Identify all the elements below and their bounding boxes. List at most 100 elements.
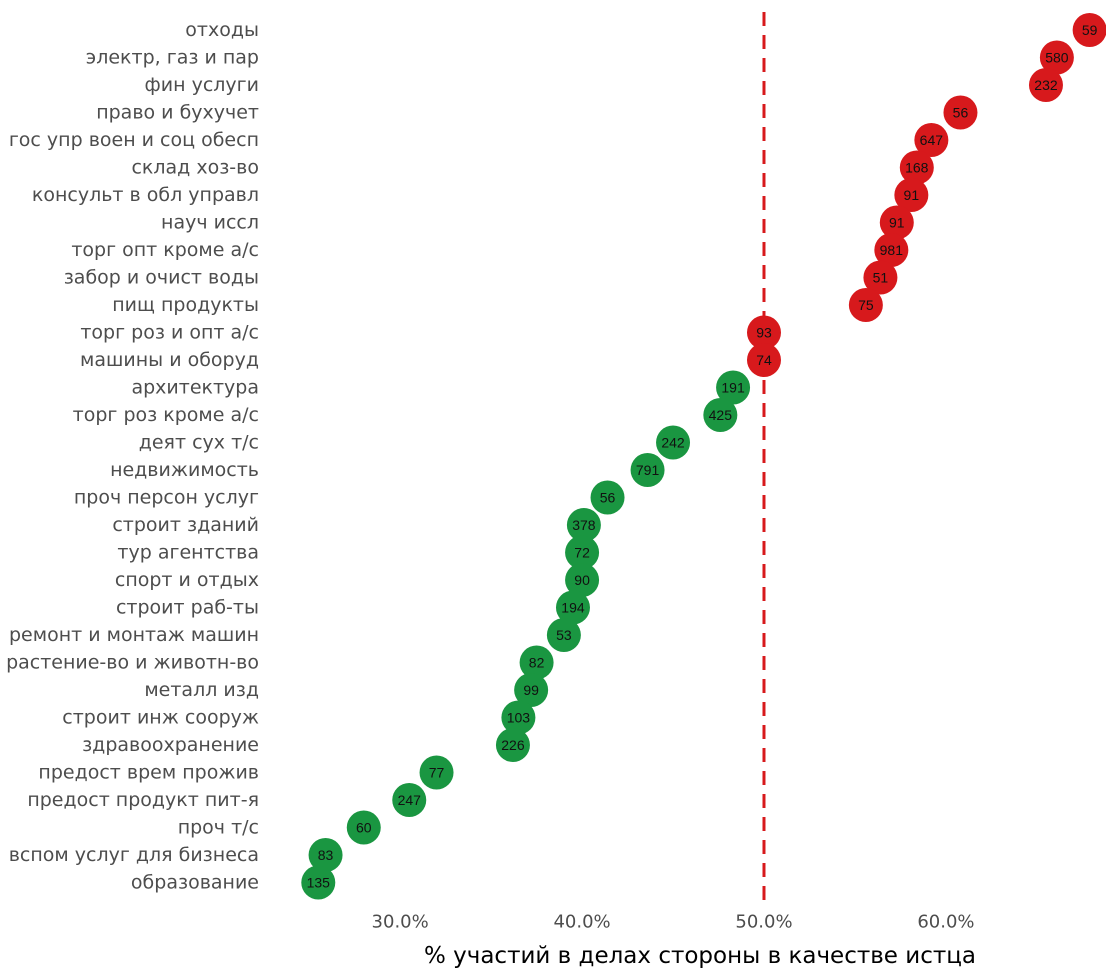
data-point xyxy=(555,590,590,625)
data-point xyxy=(746,315,781,350)
category-label: архитектура xyxy=(131,377,259,399)
data-point xyxy=(514,673,549,707)
category-label: спорт и отдых xyxy=(115,569,259,591)
data-point xyxy=(1072,13,1106,47)
data-point xyxy=(848,288,883,322)
data-point xyxy=(566,508,601,542)
category-label: пищ продукты xyxy=(112,294,259,316)
category-label: машины и оборуд xyxy=(80,349,259,371)
data-point-count-label: 60 xyxy=(356,820,372,836)
data-point xyxy=(590,480,625,515)
data-point-count-label: 59 xyxy=(1082,22,1098,38)
category-label: предост врем прожив xyxy=(38,762,259,784)
data-point-count-label: 90 xyxy=(574,572,590,588)
data-point xyxy=(495,728,530,762)
category-label: строит инж сооруж xyxy=(62,707,259,729)
x-tick-label: 60.0% xyxy=(917,912,974,933)
data-point-count-label: 425 xyxy=(709,407,733,423)
data-point xyxy=(874,233,909,267)
data-point-count-label: 91 xyxy=(889,215,905,231)
category-label: образование xyxy=(131,872,259,894)
category-label: забор и очист воды xyxy=(64,267,259,289)
data-point-count-label: 75 xyxy=(858,297,874,313)
data-point xyxy=(301,865,336,900)
x-tick-label: 30.0% xyxy=(372,912,429,933)
data-point-count-label: 56 xyxy=(600,490,616,506)
x-axis-ticks: 30.0% 40.0% 50.0% 60.0% xyxy=(372,912,975,933)
data-point-count-label: 135 xyxy=(307,875,331,891)
category-label: тур агентства xyxy=(117,542,259,564)
category-label: строит зданий xyxy=(112,514,259,536)
category-label: предост продукт пит-я xyxy=(27,789,259,811)
data-point xyxy=(519,645,554,680)
category-label: растение-во и животн-во xyxy=(6,652,259,674)
data-point-count-label: 580 xyxy=(1045,50,1069,66)
category-label: здравоохранение xyxy=(82,734,259,756)
data-point-count-label: 53 xyxy=(556,627,572,643)
category-label: отходы xyxy=(185,19,259,41)
data-point-count-label: 226 xyxy=(501,737,525,753)
category-label: деят сух т/с xyxy=(139,432,259,454)
data-point xyxy=(630,453,665,487)
data-point-count-label: 82 xyxy=(529,655,545,671)
data-point xyxy=(565,535,600,570)
data-point-count-label: 247 xyxy=(398,792,422,808)
data-point-count-label: 791 xyxy=(636,462,660,478)
data-point xyxy=(746,343,781,377)
category-label: строит раб-ты xyxy=(116,597,259,619)
data-point xyxy=(656,425,691,460)
data-point-count-label: 77 xyxy=(429,765,445,781)
category-label: фин услуги xyxy=(145,74,259,96)
data-point xyxy=(1028,68,1063,102)
category-label: склад хоз-во xyxy=(131,157,259,179)
category-label: электр, газ и пар xyxy=(86,47,259,69)
data-point xyxy=(308,838,343,872)
data-point xyxy=(392,783,427,817)
data-point xyxy=(1039,40,1074,75)
data-point xyxy=(894,178,929,212)
data-point-count-label: 168 xyxy=(905,160,929,176)
data-point xyxy=(863,260,898,295)
data-point xyxy=(703,398,738,432)
data-point-count-label: 99 xyxy=(523,682,539,698)
category-label: металл изд xyxy=(144,679,259,701)
category-label: проч персон услуг xyxy=(74,487,259,509)
category-label: проч т/с xyxy=(178,817,259,839)
data-point xyxy=(943,95,978,130)
data-point-count-label: 378 xyxy=(572,517,596,533)
data-point-count-label: 981 xyxy=(880,242,904,258)
data-point xyxy=(565,563,600,597)
data-point-count-label: 647 xyxy=(920,132,944,148)
category-label: гос упр воен и соц обесп xyxy=(9,129,259,151)
category-label: консульт в обл управл xyxy=(32,184,259,206)
data-point-count-label: 194 xyxy=(561,600,585,616)
data-point-count-label: 232 xyxy=(1034,77,1058,93)
data-point xyxy=(419,755,454,790)
category-label: торг роз кроме а/с xyxy=(73,404,259,426)
data-point-count-label: 103 xyxy=(507,710,531,726)
data-point-count-label: 242 xyxy=(661,435,685,451)
data-point xyxy=(879,205,914,240)
category-label: торг опт кроме а/с xyxy=(71,239,259,261)
data-point-count-label: 72 xyxy=(574,545,590,561)
data-point xyxy=(346,810,381,845)
category-label: право и бухучет xyxy=(96,102,259,124)
category-label: недвижимость xyxy=(110,459,259,481)
category-label: торг роз и опт а/с xyxy=(80,322,259,344)
data-point-count-label: 91 xyxy=(904,187,920,203)
category-labels: отходы электр, газ и пар фин услуги право и… xyxy=(6,19,259,894)
x-tick-label: 40.0% xyxy=(553,912,610,933)
data-point-count-label: 56 xyxy=(953,105,969,121)
data-point-count-label: 74 xyxy=(756,352,772,368)
data-point-count-label: 83 xyxy=(318,847,334,863)
data-point xyxy=(914,123,949,157)
data-point xyxy=(501,700,536,735)
data-point-count-label: 191 xyxy=(721,380,745,396)
data-point-count-label: 93 xyxy=(756,325,772,341)
category-label: вспом услуг для бизнеса xyxy=(9,844,259,866)
x-axis-title: % участий в делах стороны в качестве ист… xyxy=(424,943,976,969)
data-points: 59 580 232 56 647 168 91 91 981 51 75 93 74 191 425 242… xyxy=(301,13,1106,900)
data-point-count-label: 51 xyxy=(873,270,889,286)
category-label: ремонт и монтаж машин xyxy=(9,624,259,646)
